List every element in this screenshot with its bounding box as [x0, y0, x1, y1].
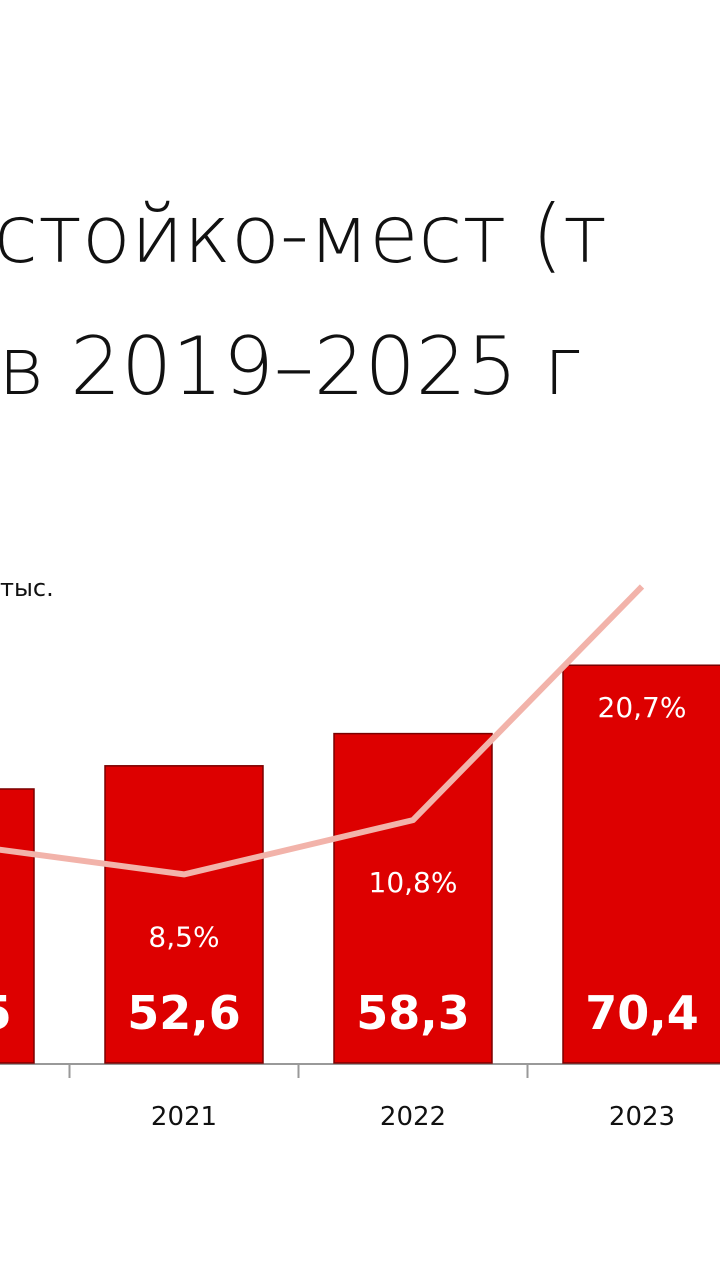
chart-title: в 2019–2025 г — [0, 320, 582, 413]
x-tick-label: 2023 — [609, 1102, 675, 1132]
x-tick-label: 2021 — [151, 1102, 217, 1132]
value-label: 58,3 — [356, 986, 470, 1040]
bar — [333, 732, 493, 1064]
bar — [0, 788, 35, 1064]
growth-label: 8,5% — [148, 920, 219, 953]
value-label: 48,5 — [0, 986, 12, 1040]
growth-line — [0, 584, 645, 878]
x-tick-label: 2022 — [380, 1102, 446, 1132]
value-label: 52,6 — [127, 986, 241, 1040]
bar — [104, 765, 264, 1064]
growth-label: 10,8% — [369, 866, 458, 899]
axis-unit: тыс. — [0, 574, 54, 602]
value-label: 70,4 — [585, 986, 699, 1040]
bar — [562, 664, 720, 1064]
growth-label: 20,7% — [598, 691, 687, 724]
chart-title: стойко-мест (т — [0, 188, 607, 281]
